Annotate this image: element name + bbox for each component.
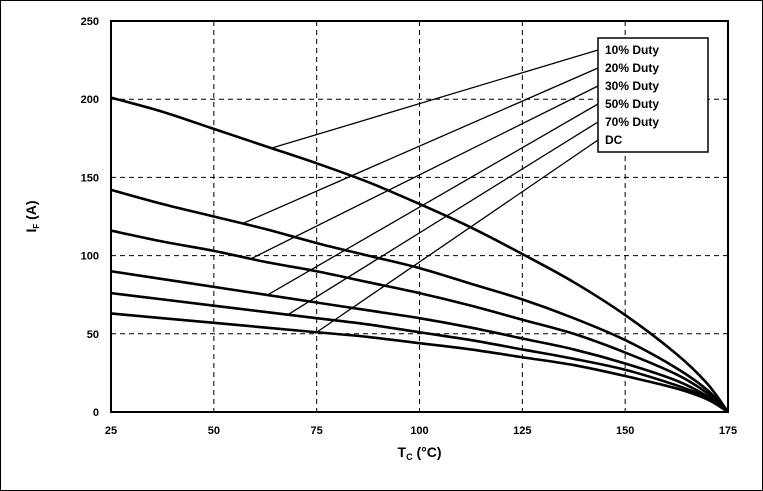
- x-tick-label: 100: [410, 425, 428, 437]
- series-line-2: [110, 229, 729, 413]
- leader-line-2: [250, 85, 599, 260]
- legend-label-3: 50% Duty: [605, 97, 659, 111]
- legend: 10% Duty 20% Duty 30% Duty 50% Duty 70% Duty…: [597, 37, 709, 153]
- x-axis-label-unit: (°C): [413, 444, 442, 460]
- gridlines: [111, 21, 728, 412]
- series-line-1: [110, 188, 729, 413]
- plot-area: [110, 20, 729, 413]
- x-tick-label: 175: [719, 425, 737, 437]
- legend-box: [597, 37, 709, 153]
- y-tick-label: 150: [81, 172, 99, 184]
- legend-leader-lines: [242, 49, 599, 333]
- leader-line-5: [316, 139, 599, 333]
- x-axis-label-main: T: [398, 444, 407, 460]
- y-tick-label: 250: [81, 16, 99, 28]
- y-axis-label: IF (A): [23, 200, 41, 232]
- legend-label-0: 10% Duty: [605, 43, 659, 57]
- x-tick-label: 75: [311, 425, 323, 437]
- series-line-0: [110, 96, 730, 413]
- legend-label-1: 20% Duty: [605, 61, 659, 75]
- series-line-3: [110, 269, 729, 414]
- x-axis-label: TC (°C): [398, 444, 442, 462]
- x-tick-label: 125: [513, 425, 531, 437]
- y-axis-label-main: I: [23, 229, 39, 233]
- y-tick-label: 200: [81, 94, 99, 106]
- series-line-4: [110, 291, 729, 414]
- y-tick-label: 50: [87, 329, 99, 341]
- legend-label-2: 30% Duty: [605, 79, 659, 93]
- leader-line-3: [266, 103, 599, 296]
- leader-line-4: [287, 121, 599, 316]
- legend-label-4: 70% Duty: [605, 115, 659, 129]
- leader-line-0: [271, 49, 599, 149]
- series-lines: [110, 96, 730, 414]
- y-axis-label-sub: F: [32, 224, 41, 229]
- legend-label-5: DC: [605, 133, 623, 147]
- y-tick-labels: 0 50 100 150 200 250: [81, 16, 99, 419]
- x-tick-label: 150: [616, 425, 634, 437]
- x-tick-label: 50: [208, 425, 220, 437]
- y-tick-label: 0: [93, 407, 99, 419]
- x-axis-label-sub: C: [406, 452, 413, 462]
- series-line-5: [110, 312, 729, 414]
- y-axis-label-unit: (A): [23, 200, 39, 223]
- y-tick-label: 100: [81, 251, 99, 263]
- leader-line-1: [242, 67, 599, 225]
- x-tick-label: 25: [105, 425, 117, 437]
- x-tick-labels: 25 50 75 100 125 150 175: [105, 425, 737, 437]
